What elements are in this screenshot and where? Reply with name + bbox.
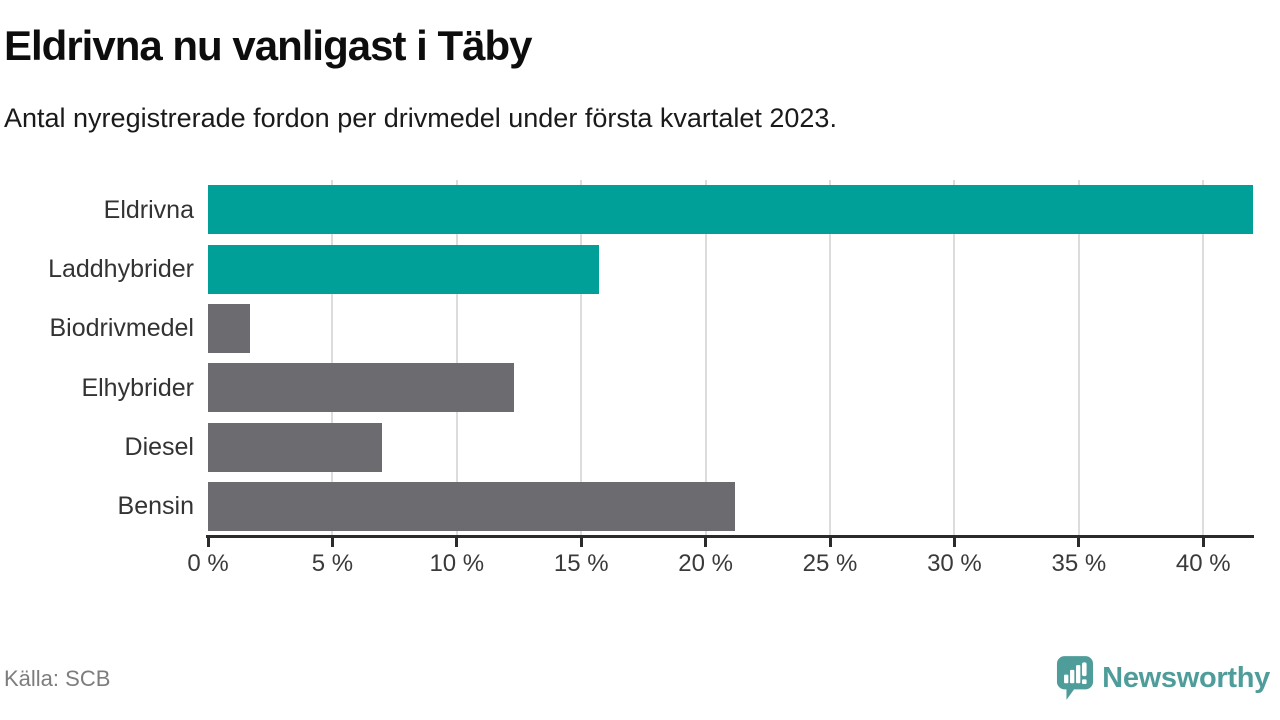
x-axis-line — [206, 535, 1254, 538]
gridline — [953, 180, 956, 536]
bar-bensin — [208, 481, 736, 531]
x-tick-mark — [206, 538, 210, 547]
chart-subtitle: Antal nyregistrerade fordon per drivmede… — [4, 103, 837, 133]
x-tick-mark — [1077, 538, 1081, 547]
x-tick-label: 30 % — [927, 550, 982, 577]
x-tick-mark — [579, 538, 583, 547]
category-label: Biodrivmedel — [49, 314, 194, 343]
bar-biodrivmedel — [208, 303, 251, 353]
category-label: Elhybrider — [81, 373, 194, 402]
category-label: Diesel — [124, 433, 194, 461]
plot-area — [208, 180, 1253, 536]
source-note: Källa: SCB — [4, 666, 111, 691]
category-label: Bensin — [117, 492, 194, 521]
gridline — [580, 180, 583, 536]
x-tick-label: 35 % — [1051, 550, 1107, 577]
x-tick-label: 10 % — [429, 550, 485, 577]
x-tick-mark — [704, 538, 708, 547]
gridline — [1077, 180, 1080, 536]
bar-diesel — [208, 422, 383, 472]
page-title: Eldrivna nu vanligast i Täby — [4, 22, 532, 69]
bar-chart: Eldrivna Laddhybrider Biodrivmedel Elhybrid… — [48, 180, 1254, 577]
newsworthy-logo: Newsworthy — [1056, 654, 1270, 702]
gridline — [829, 180, 832, 536]
x-tick-mark — [1201, 538, 1205, 547]
x-tick-mark — [455, 538, 459, 547]
gridline — [704, 180, 707, 536]
newsworthy-bubble-icon — [1057, 656, 1094, 700]
bar-elhybrider — [208, 363, 515, 413]
gridline — [331, 180, 334, 536]
x-tick-mark — [330, 538, 334, 547]
newsworthy-wordmark: Newsworthy — [1102, 661, 1270, 694]
bar-eldrivna — [208, 185, 1253, 235]
x-tick-label: 25 % — [802, 550, 858, 577]
category-label: Laddhybrider — [48, 255, 194, 283]
bar-laddhybrider — [208, 244, 599, 294]
x-tick-mark — [952, 538, 956, 547]
x-tick-mark — [828, 538, 832, 547]
x-tick-label: 20 % — [678, 550, 733, 577]
gridline — [455, 180, 458, 536]
gridline — [1202, 180, 1205, 536]
x-tick-label: 0 % — [187, 550, 229, 577]
category-label: Eldrivna — [103, 195, 194, 224]
x-tick-label: 40 % — [1175, 550, 1231, 577]
x-tick-label: 5 % — [311, 550, 354, 577]
x-tick-label: 15 % — [553, 550, 609, 577]
